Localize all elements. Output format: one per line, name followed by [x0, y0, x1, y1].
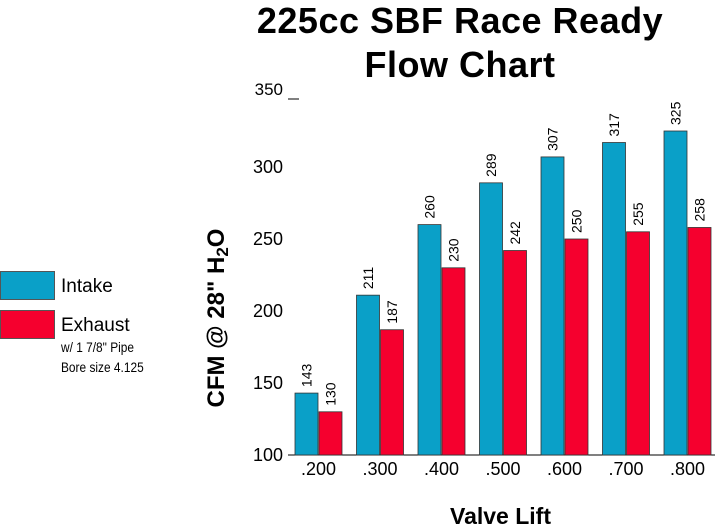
- y-tick-label: 300: [253, 157, 283, 177]
- x-tick-label: .200: [301, 459, 336, 479]
- bar-intake-600: [540, 156, 565, 456]
- data-label-intake-200: 143: [299, 364, 315, 388]
- x-tick-label: .800: [670, 459, 705, 479]
- bar-exhaust-300: [380, 329, 404, 456]
- data-label-intake-500: 289: [483, 153, 499, 177]
- y-tick-label: 200: [253, 301, 283, 321]
- bar-intake-800: [663, 130, 688, 456]
- bar-intake-300: [356, 294, 380, 456]
- bar-exhaust-400: [441, 267, 466, 456]
- data-label-intake-600: 307: [545, 127, 561, 151]
- legend-label-intake: Intake: [61, 276, 113, 297]
- x-tick-label: .300: [362, 459, 397, 479]
- data-label-exhaust-800: 258: [692, 198, 708, 222]
- legend-note-bore: Bore size 4.125: [61, 359, 144, 375]
- y-tick-label: 350: [255, 80, 283, 99]
- data-label-exhaust-600: 250: [569, 209, 585, 233]
- bar-exhaust-600: [564, 238, 589, 456]
- data-label-exhaust-300: 187: [384, 300, 400, 324]
- legend-note-pipe: w/ 1 7/8" Pipe: [61, 339, 135, 355]
- x-tick-label: .700: [608, 459, 643, 479]
- data-label-exhaust-500: 242: [507, 221, 523, 245]
- data-label-exhaust-400: 230: [446, 238, 462, 262]
- y-tick-label: 150: [253, 373, 283, 393]
- x-tick-label: .600: [547, 459, 582, 479]
- legend-swatch-intake: [0, 271, 55, 300]
- data-label-intake-300: 211: [360, 267, 376, 290]
- x-tick-label: .400: [424, 459, 459, 479]
- x-axis-label: Valve Lift: [450, 503, 551, 529]
- y-tick-label: 250: [253, 229, 283, 249]
- bar-intake-400: [417, 224, 442, 456]
- data-label-intake-700: 317: [606, 113, 622, 137]
- bar-exhaust-800: [687, 227, 712, 456]
- x-tick-label: .500: [485, 459, 520, 479]
- bar-exhaust-700: [626, 231, 650, 456]
- data-label-exhaust-200: 130: [323, 382, 339, 406]
- chart-title-line1: 225cc SBF Race Ready: [256, 0, 664, 41]
- data-label-intake-400: 260: [422, 195, 438, 219]
- legend-swatch-exhaust: [0, 310, 55, 339]
- bar-intake-700: [602, 142, 626, 456]
- bar-intake-500: [479, 182, 503, 456]
- bar-exhaust-200: [318, 411, 343, 456]
- data-label-intake-800: 325: [668, 101, 684, 125]
- y-tick-label: 100: [253, 445, 283, 465]
- bar-exhaust-500: [503, 250, 527, 456]
- chart-title-line2: Flow Chart: [364, 44, 556, 85]
- legend-label-exhaust: Exhaust: [61, 315, 130, 336]
- bar-intake-200: [294, 392, 319, 456]
- data-label-exhaust-700: 255: [630, 202, 646, 226]
